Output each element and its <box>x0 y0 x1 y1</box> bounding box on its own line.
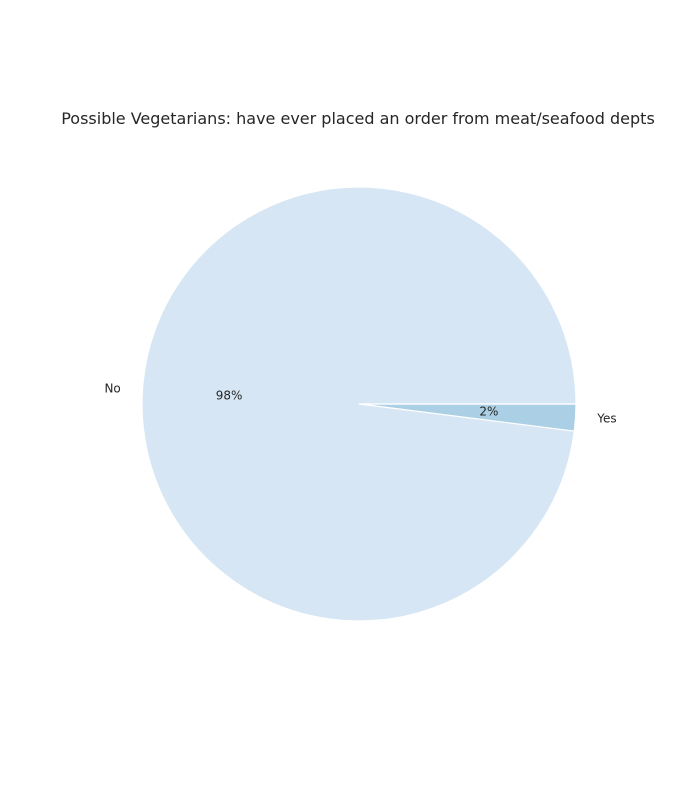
category-label-yes: Yes <box>596 411 616 425</box>
category-label-no: No <box>104 382 120 396</box>
percent-label-no: 98% <box>216 388 243 402</box>
percent-label-yes: 2% <box>479 405 498 419</box>
chart-title: Possible Vegetarians: have ever placed a… <box>61 109 655 128</box>
pie-slices <box>141 186 577 622</box>
pie-slice-no <box>141 186 577 622</box>
pie-labels: Yes 2% No 98% <box>104 382 616 426</box>
